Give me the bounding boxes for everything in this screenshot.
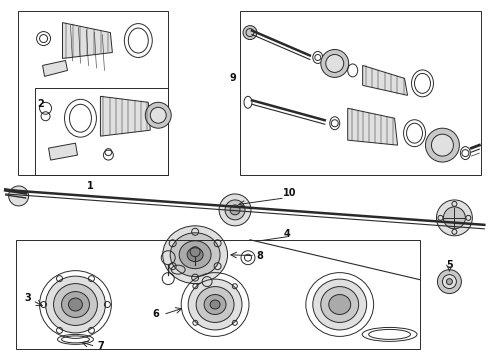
Circle shape — [446, 279, 452, 285]
Circle shape — [432, 134, 453, 156]
Bar — [16, 240, 419, 349]
Ellipse shape — [313, 279, 367, 330]
Ellipse shape — [62, 292, 90, 318]
Text: 5: 5 — [446, 260, 453, 270]
Circle shape — [150, 107, 166, 123]
Circle shape — [425, 128, 460, 162]
Polygon shape — [348, 108, 397, 145]
Ellipse shape — [187, 248, 203, 262]
Circle shape — [9, 186, 28, 206]
Text: 8: 8 — [257, 251, 264, 261]
Ellipse shape — [179, 241, 211, 269]
Circle shape — [438, 270, 462, 293]
Ellipse shape — [46, 276, 105, 333]
Polygon shape — [43, 60, 68, 76]
Text: 1: 1 — [87, 181, 94, 191]
Circle shape — [230, 205, 240, 215]
Ellipse shape — [188, 279, 242, 330]
Bar — [35, 88, 168, 175]
Circle shape — [443, 207, 465, 229]
Text: 6: 6 — [152, 310, 159, 319]
Bar — [240, 11, 481, 175]
Ellipse shape — [163, 226, 227, 284]
Ellipse shape — [69, 298, 82, 311]
Circle shape — [326, 54, 343, 72]
Circle shape — [321, 50, 349, 77]
Polygon shape — [100, 96, 150, 136]
Circle shape — [243, 26, 257, 40]
Text: 2: 2 — [37, 99, 44, 109]
Ellipse shape — [210, 300, 220, 309]
Circle shape — [437, 200, 472, 236]
Polygon shape — [63, 23, 112, 58]
Polygon shape — [49, 143, 77, 160]
Polygon shape — [363, 66, 408, 95]
Ellipse shape — [329, 294, 351, 315]
Ellipse shape — [321, 287, 359, 323]
Circle shape — [225, 200, 245, 220]
Circle shape — [145, 102, 171, 128]
Text: 3: 3 — [24, 293, 31, 302]
Ellipse shape — [196, 287, 234, 323]
Text: 9: 9 — [230, 73, 236, 84]
Text: 7: 7 — [97, 341, 104, 351]
Text: 4: 4 — [284, 229, 290, 239]
Circle shape — [219, 194, 251, 226]
Ellipse shape — [53, 284, 98, 325]
Text: 10: 10 — [283, 188, 296, 198]
Bar — [18, 11, 168, 175]
Circle shape — [442, 275, 456, 289]
Ellipse shape — [170, 233, 220, 276]
Ellipse shape — [204, 294, 226, 315]
